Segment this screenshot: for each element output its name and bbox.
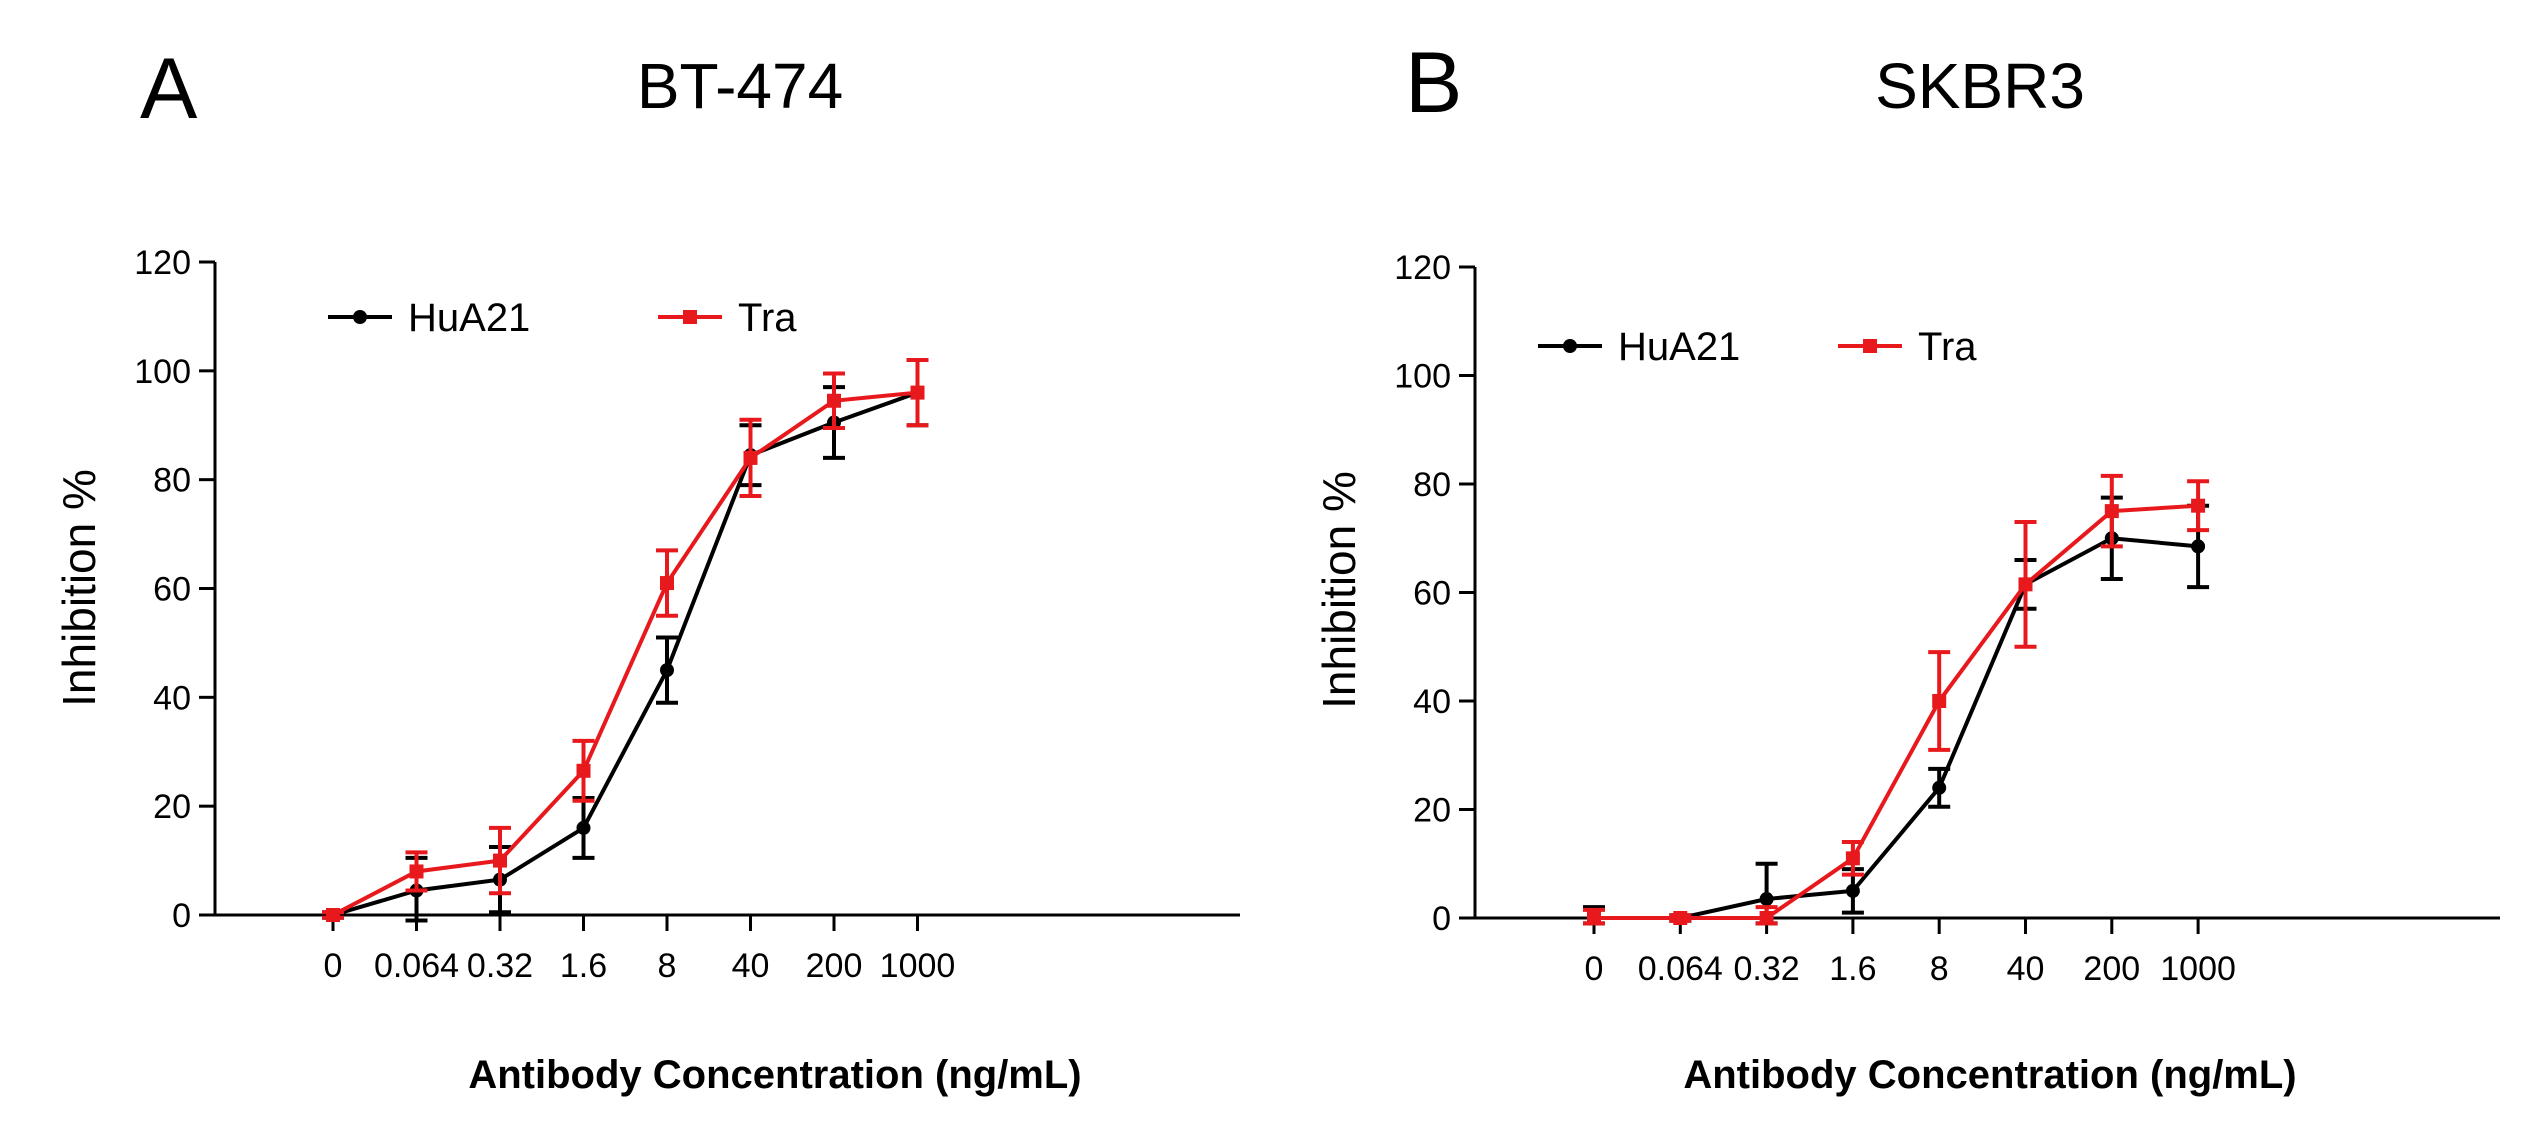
legend-label: HuA21 — [408, 296, 530, 340]
data-point — [2191, 539, 2206, 554]
legend-marker — [1563, 339, 1577, 353]
y-tick-label: 80 — [153, 462, 191, 500]
x-tick-label: 0.32 — [1734, 950, 1800, 988]
data-point — [743, 450, 758, 465]
data-point — [409, 864, 424, 879]
y-tick-label: 40 — [153, 679, 191, 717]
x-tick-label: 0 — [324, 947, 343, 985]
panel-b: B SKBR3 Inhibition % Antibody Concentrat… — [1313, 35, 2500, 1097]
data-point — [1759, 911, 1774, 925]
data-point — [827, 393, 841, 408]
data-point — [1845, 883, 1860, 898]
x-axis-label: Antibody Concentration (ng/mL) — [1683, 1053, 2296, 1097]
y-tick-label: 60 — [153, 571, 191, 609]
legend-marker — [353, 310, 367, 324]
x-tick-label: 200 — [2083, 950, 2140, 988]
y-tick-label: 0 — [1432, 900, 1451, 938]
y-tick-label: 0 — [172, 897, 191, 935]
y-axis-label: Inhibition % — [1313, 471, 1365, 709]
legend-marker — [683, 310, 697, 324]
x-tick-label: 0.064 — [374, 947, 459, 985]
y-tick-label: 20 — [153, 788, 191, 826]
x-tick-label: 200 — [806, 947, 863, 985]
panel-a: A BT-474 Inhibition % Antibody Concentra… — [53, 41, 1240, 1097]
x-tick-label: 8 — [1930, 950, 1949, 988]
data-point — [576, 820, 591, 835]
legend-label: Tra — [1918, 325, 1977, 369]
data-point — [1845, 851, 1860, 866]
y-tick-label: 120 — [1394, 249, 1451, 287]
x-axis-label: Antibody Concentration (ng/mL) — [468, 1053, 1081, 1097]
data-point — [1587, 911, 1601, 925]
legend-label: Tra — [738, 296, 797, 340]
data-point — [2191, 498, 2206, 513]
data-point — [326, 908, 340, 922]
y-tick-label: 80 — [1413, 466, 1451, 504]
x-tick-label: 8 — [658, 947, 677, 985]
data-point — [493, 853, 507, 868]
y-tick-label: 120 — [134, 244, 191, 282]
x-tick-label: 0.32 — [467, 947, 533, 985]
series-line-hua21 — [1594, 536, 2199, 920]
data-point — [1673, 911, 1688, 925]
x-tick-label: 1.6 — [1829, 950, 1876, 988]
y-tick-label: 60 — [1413, 575, 1451, 613]
x-tick-label: 1000 — [2160, 950, 2236, 988]
series-line-tra — [1594, 503, 2199, 920]
data-point — [576, 763, 591, 778]
panel-label: B — [1405, 35, 1462, 131]
series-line-tra — [332, 390, 918, 917]
data-point — [1932, 780, 1947, 795]
y-axis-label: Inhibition % — [53, 469, 105, 707]
x-tick-label: 40 — [732, 947, 770, 985]
x-tick-label: 0 — [1585, 950, 1604, 988]
data-point — [910, 385, 925, 400]
data-point — [2104, 504, 2119, 519]
data-point — [1759, 892, 1774, 907]
y-tick-label: 100 — [134, 353, 191, 391]
legend-marker — [1863, 339, 1877, 353]
series-line-hua21 — [332, 390, 919, 917]
x-tick-label: 0.064 — [1638, 950, 1723, 988]
x-tick-label: 1.6 — [560, 947, 607, 985]
chart-title: BT-474 — [637, 50, 843, 122]
x-tick-label: 1000 — [880, 947, 956, 985]
data-point — [660, 576, 674, 591]
x-tick-label: 40 — [2007, 950, 2045, 988]
panel-label: A — [140, 41, 198, 137]
legend-label: HuA21 — [1618, 325, 1740, 369]
data-point — [2018, 577, 2033, 592]
y-tick-label: 100 — [1394, 358, 1451, 396]
data-point — [1932, 694, 1947, 708]
data-point — [660, 663, 674, 678]
chart-title: SKBR3 — [1875, 50, 2085, 122]
y-tick-label: 40 — [1413, 683, 1451, 721]
y-tick-label: 20 — [1413, 792, 1451, 830]
